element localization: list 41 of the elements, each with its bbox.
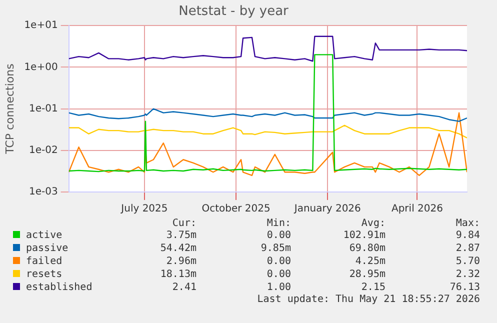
text: 76.13 [448, 281, 481, 294]
text: Avg: [360, 218, 386, 229]
text: 2.87 [454, 242, 481, 255]
y-axis-title: TCP connections [3, 63, 16, 155]
text: 54.42m [159, 242, 198, 255]
text: 0.00 [266, 229, 292, 242]
legend-label: passive [25, 242, 70, 255]
y-tick-label: 1e-03 [28, 186, 58, 198]
y-tick-label: 1e+00 [24, 62, 58, 73]
x-tick-label: October 2025 [202, 204, 270, 215]
text: 9.84 [454, 229, 481, 242]
text: 1.00 [266, 281, 292, 294]
text: 5.70 [454, 255, 481, 268]
text: 69.80m [348, 242, 386, 255]
legend-label: resets [25, 268, 64, 281]
text: Last update: Thu May 21 18:55:27 2026 [256, 294, 481, 305]
y-tick-label: 1e+01 [24, 20, 58, 32]
text: 2.32 [454, 268, 481, 281]
text: 18.13m [159, 268, 198, 281]
text: Min: [266, 218, 292, 229]
x-tick-label: January 2026 [293, 204, 361, 215]
text: 2.41 [171, 281, 198, 294]
x-tick-label: July 2025 [120, 204, 168, 215]
text: 3.75m [165, 229, 198, 242]
text: Max: [454, 218, 481, 229]
text: 4.25m [354, 255, 386, 268]
text: Cur: [171, 218, 198, 229]
legend-label: active [25, 229, 64, 242]
text: 2.15 [360, 281, 386, 294]
y-tick-label: 1e-02 [28, 144, 58, 156]
text: 9.85m [260, 242, 292, 255]
text: 28.95m [348, 268, 386, 281]
text: 0.00 [266, 268, 292, 281]
text: 2.96m [165, 255, 198, 268]
y-tick-label: 1e-01 [28, 103, 58, 114]
legend-label: established [25, 281, 94, 294]
text: 0.00 [266, 255, 292, 268]
text: 102.91m [342, 229, 386, 242]
chart-title: Netstat - by year [178, 4, 290, 20]
legend-label: failed [25, 255, 64, 268]
x-tick-label: April 2026 [391, 204, 443, 215]
